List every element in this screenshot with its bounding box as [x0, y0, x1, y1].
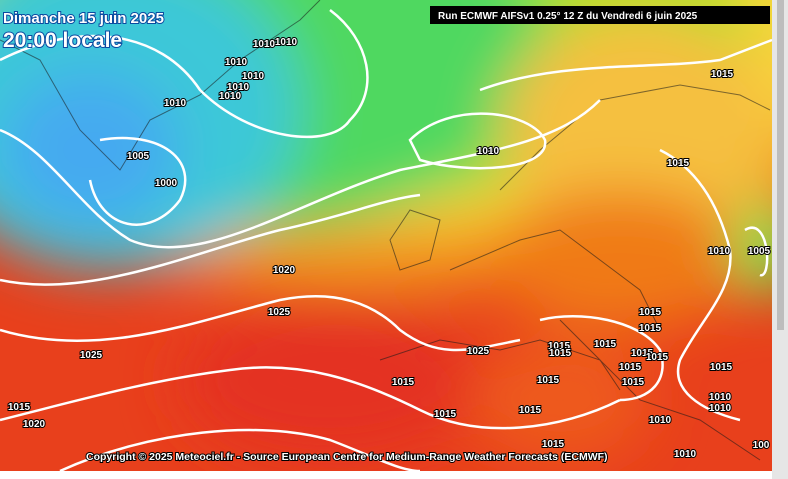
isobar-label: 1020 — [273, 265, 296, 276]
scrollbar-thumb[interactable] — [777, 0, 784, 330]
isobar-label: 1015 — [639, 307, 662, 318]
isobar-label: 1015 — [434, 409, 457, 420]
isobar-label: 1015 — [392, 377, 415, 388]
isobar-label: 1015 — [646, 352, 669, 363]
isobar-label: 1020 — [23, 419, 46, 430]
isobar-label: 1015 — [8, 402, 31, 413]
isobar-label: 1015 — [519, 405, 542, 416]
isobar-label: 1015 — [631, 348, 654, 359]
isobar-label: 1010 — [674, 449, 697, 460]
isobar-label: 1015 — [622, 377, 645, 388]
isobar-label: 1010 — [253, 39, 276, 50]
isobar-label: 1015 — [537, 375, 560, 386]
isobar-label: 1015 — [639, 323, 662, 334]
run-banner — [430, 6, 770, 24]
map-time: 20:00 locale — [3, 29, 122, 52]
isobar-label: 1000 — [155, 178, 178, 189]
isobar-label: 1015 — [549, 348, 572, 359]
isobar-label: 1015 — [542, 439, 565, 450]
isobar-label: 1025 — [80, 350, 103, 361]
isobar-label: 1010 — [477, 146, 500, 157]
isobar-label: 1015 — [667, 158, 690, 169]
isobar-label: 1005 — [748, 246, 771, 257]
map-date: Dimanche 15 juin 2025 — [3, 10, 164, 27]
isobar-label: 1010 — [649, 415, 672, 426]
run-info: Run ECMWF AIFSv1 0.25° 12 Z du Vendredi … — [438, 11, 698, 22]
bottom-strip — [0, 471, 772, 479]
isobars — [0, 9, 773, 473]
isobar-label: 1015 — [594, 339, 617, 350]
isobar-label: 1010 — [219, 91, 242, 102]
isobar-labels: 1010 101010101010101010101010100510001010… — [7, 36, 772, 461]
isobar-label: 1010 — [709, 403, 732, 414]
copyright: Copyright © 2025 Meteociel.fr - Source E… — [86, 451, 608, 463]
isobar-label: 1015 — [619, 362, 642, 373]
isobar-label: 1015 — [548, 341, 571, 352]
isobar-label: 1010 — [227, 82, 250, 93]
isobar-label: 1010 — [242, 71, 265, 82]
isobar-label: 1010 — [275, 37, 298, 48]
coastlines — [0, 0, 771, 461]
isobar-label: 1005 — [127, 151, 150, 162]
isobar-label: 1015 — [711, 69, 734, 80]
isobar-label: 1010 — [164, 98, 187, 109]
isobar-label: 1010 — [708, 246, 731, 257]
isobar-label: 1025 — [268, 307, 291, 318]
isobar-label: 1010 — [709, 392, 732, 403]
isobar-label: 100 — [753, 440, 770, 451]
isobar-label: 1015 — [710, 362, 733, 373]
isobar-label: 1025 — [467, 346, 490, 357]
isobar-label: 1010 — [225, 57, 248, 68]
